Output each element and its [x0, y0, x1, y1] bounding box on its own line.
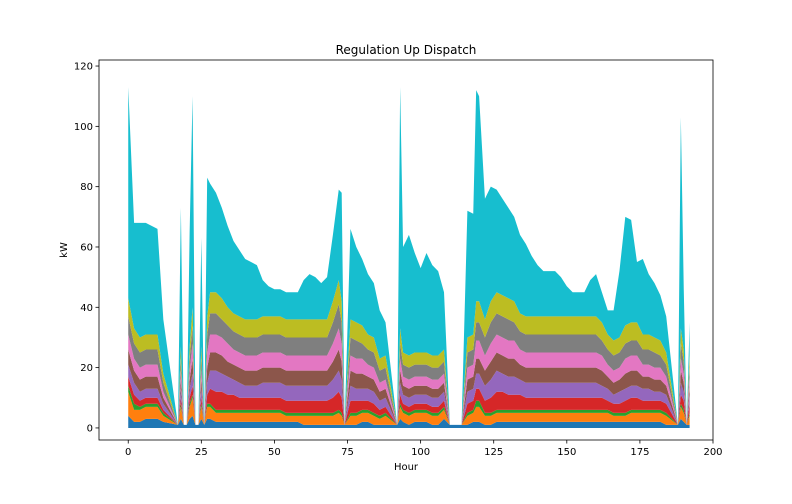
- area-series-5: [128, 364, 690, 425]
- y-tick-label: 20: [80, 363, 93, 374]
- y-tick-label: 120: [74, 62, 93, 73]
- area-series-4: [128, 376, 690, 425]
- x-tick-label: 50: [268, 447, 281, 458]
- y-tick-label: 100: [74, 122, 93, 133]
- x-tick-label: 100: [411, 447, 430, 458]
- x-tick-label: 125: [484, 447, 503, 458]
- y-tick-label: 80: [80, 182, 93, 193]
- chart-title: Regulation Up Dispatch: [336, 43, 477, 57]
- area-series-1: [128, 415, 690, 428]
- area-series-8: [128, 304, 690, 425]
- area-series-10: [128, 87, 690, 425]
- y-tick-label: 40: [80, 303, 93, 314]
- y-tick-label: 60: [80, 242, 93, 253]
- x-tick-label: 0: [125, 447, 131, 458]
- plot-frame: [98, 59, 714, 441]
- x-axis: 0 25 50 75 100 125 150 175 200: [125, 440, 723, 458]
- x-tick-label: 25: [195, 447, 208, 458]
- x-axis-label: Hour: [394, 462, 419, 473]
- x-tick-label: 200: [703, 447, 722, 458]
- y-axis: 0 20 40 60 80 100 120: [74, 62, 99, 434]
- area-series-6: [128, 349, 690, 425]
- x-tick-label: 175: [630, 447, 649, 458]
- x-tick-label: 150: [557, 447, 576, 458]
- x-tick-label: 75: [341, 447, 354, 458]
- y-axis-label: kW: [59, 242, 70, 258]
- area-series-2: [128, 391, 690, 425]
- y-tick-label: 0: [87, 423, 93, 434]
- area-series-group: [128, 87, 690, 428]
